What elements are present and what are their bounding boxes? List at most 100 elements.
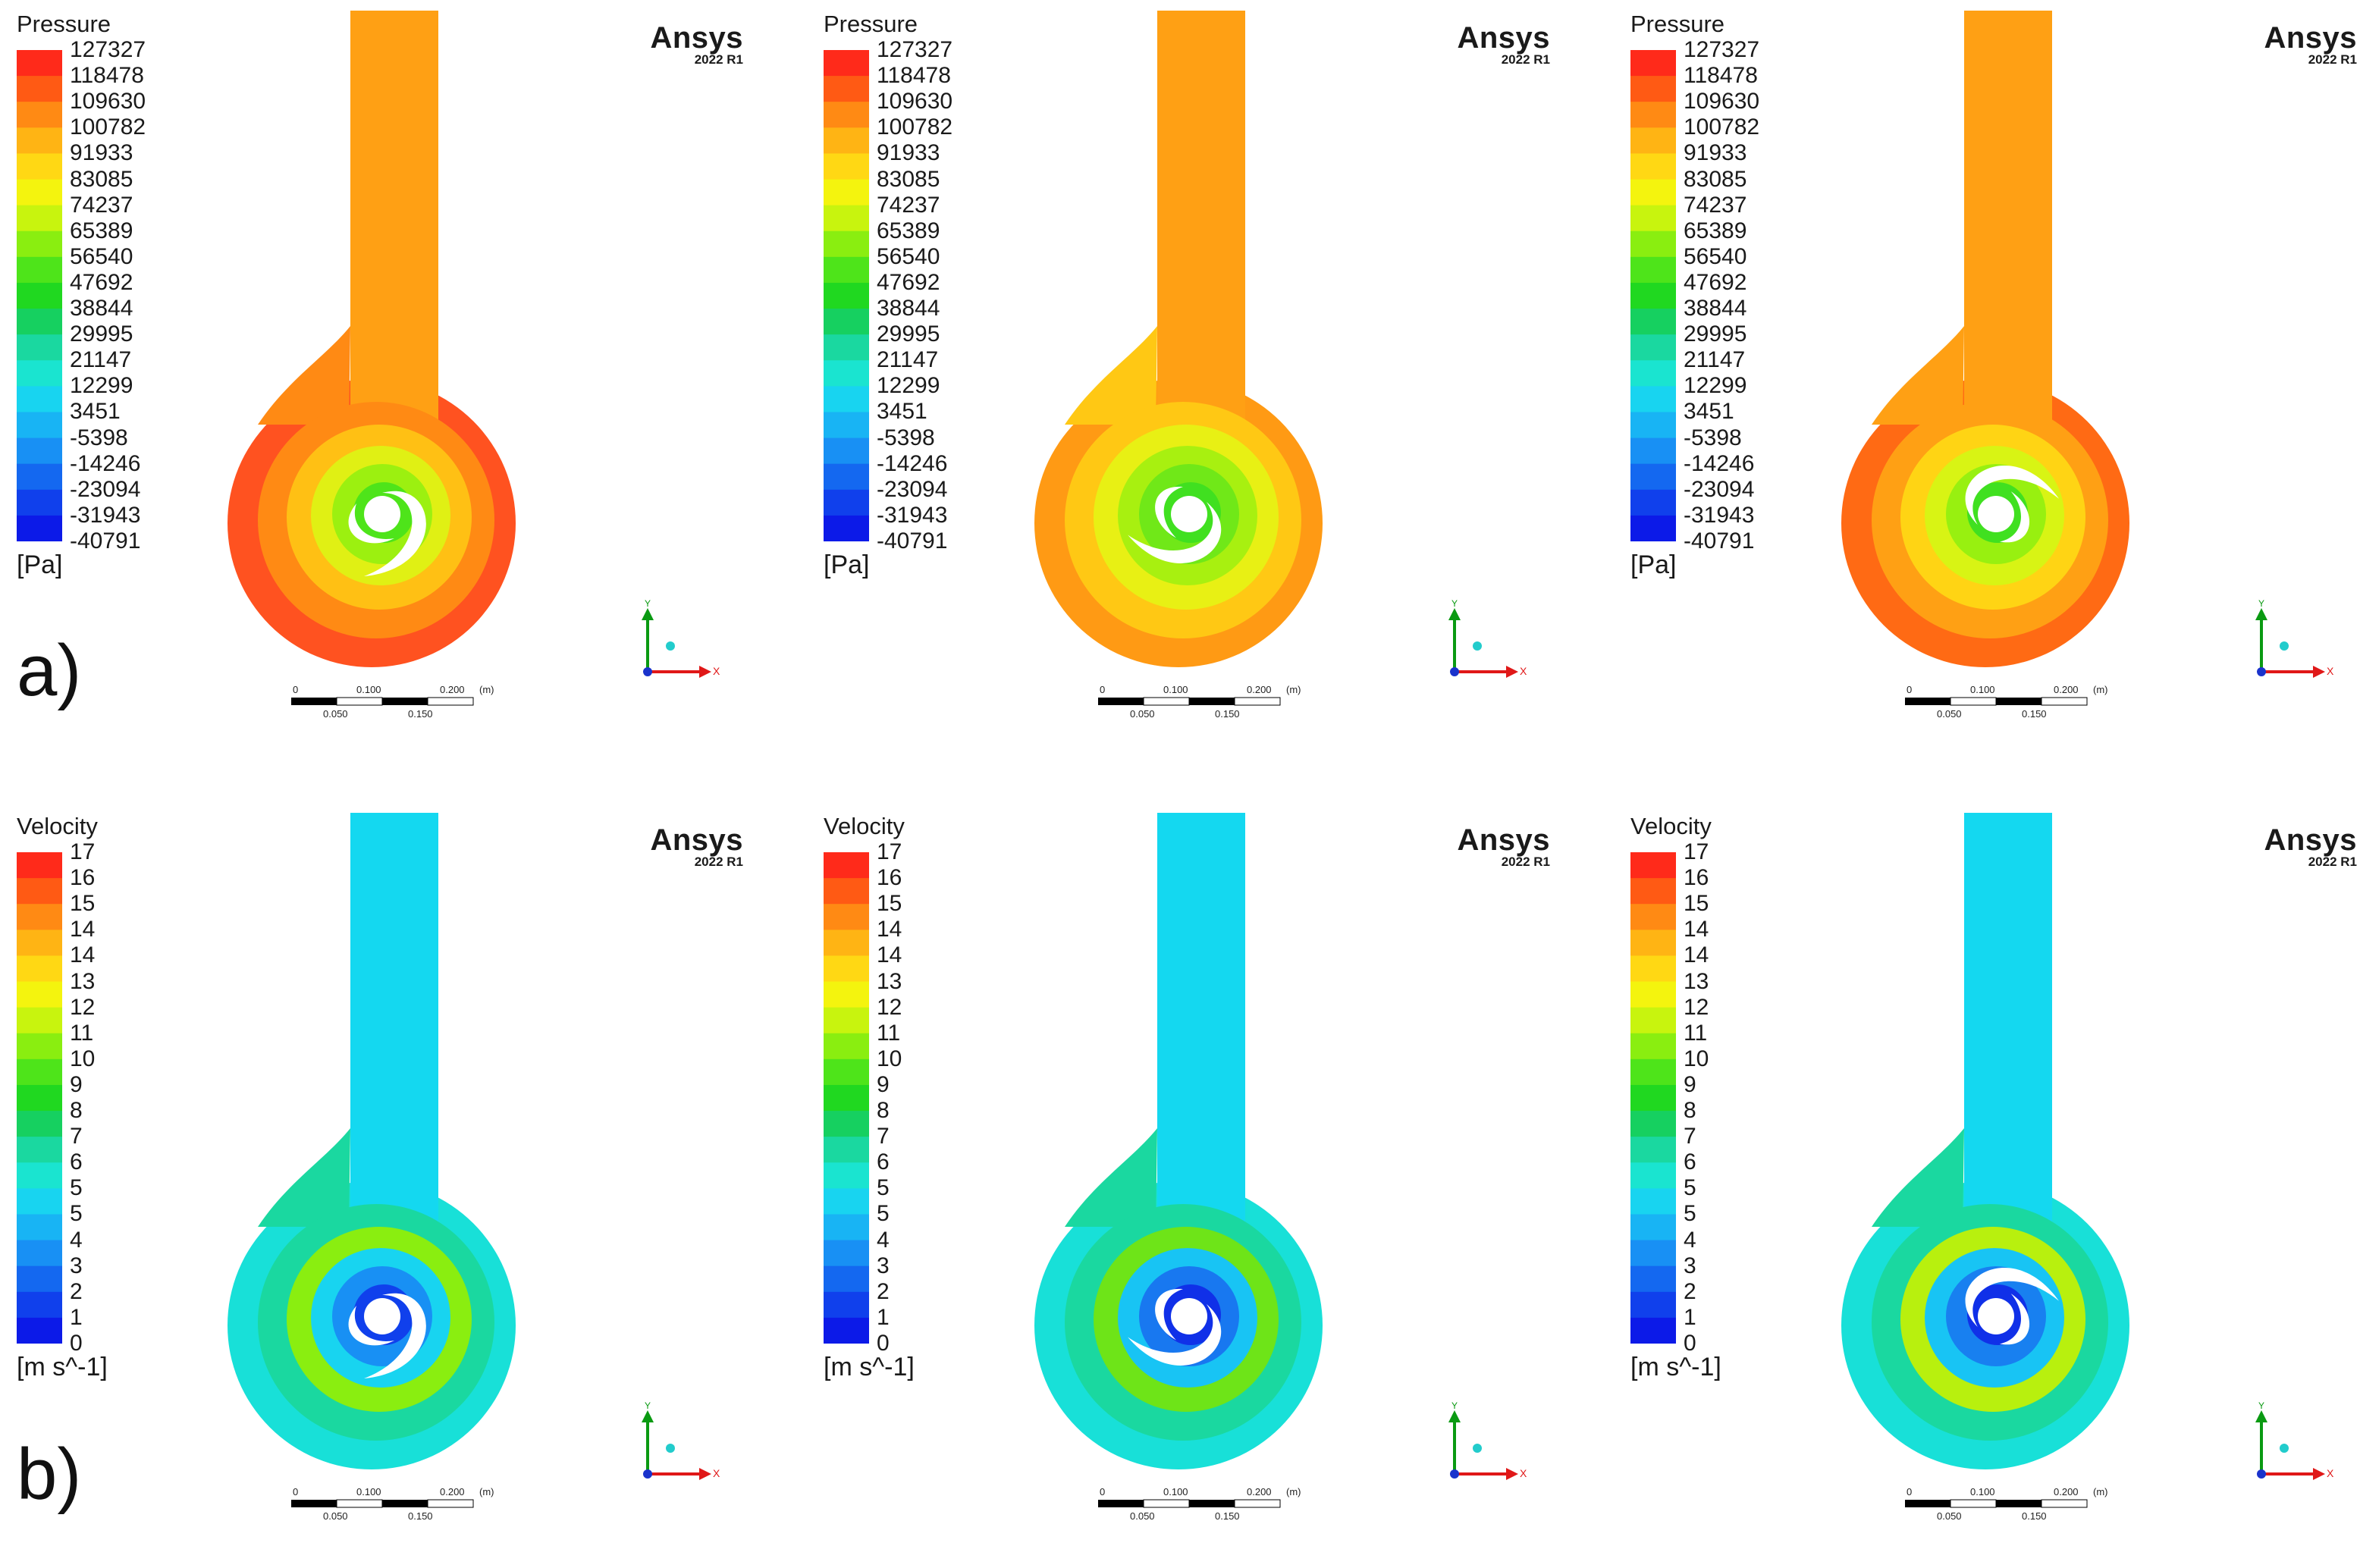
colorbar-tick-label: 17	[70, 839, 96, 864]
colorbar-tick-label: 83085	[70, 166, 133, 192]
colorbar-tick-label: 21147	[1684, 347, 1746, 373]
colorbar-tick-label: 11	[70, 1020, 94, 1046]
colorbar-band	[824, 981, 869, 1008]
colorbar-band	[824, 852, 869, 879]
coordinate-triad: YX	[642, 1401, 720, 1480]
colorbar-band	[1630, 412, 1676, 439]
contour-panel: Velocity 17 16 15 14 14 13 12 11 10 9 8 7 6 5 5 4 3 2 1 0 [m …	[1614, 802, 2360, 1568]
x-axis-label: X	[713, 665, 720, 677]
colorbar-band	[1630, 1007, 1676, 1034]
colorbar-tick-label: 1	[1684, 1304, 1696, 1330]
colorbar-tick-label: 83085	[877, 166, 940, 192]
legend-title: Pressure	[1630, 11, 1725, 37]
colorbar-tick-label: 109630	[70, 89, 146, 114]
colorbar-ticks: 127327 118478 109630 100782 91933 83085 74237 6…	[0, 0, 303, 607]
colorbar-band	[1630, 955, 1676, 983]
colorbar-band	[824, 102, 869, 128]
coordinate-triad: YX	[2255, 1401, 2334, 1480]
colorbar-tick-label: 29995	[877, 321, 940, 347]
colorbar-band	[17, 127, 62, 155]
colorbar-tick-label: -40791	[1684, 528, 1755, 554]
colorbar-tick-label: 100782	[70, 114, 146, 140]
colorbar-band	[1630, 1111, 1676, 1137]
scale-sub-label: 0.050	[1130, 708, 1155, 720]
colorbar-ticks: 17 16 15 14 14 13 12 11 10 9 8 7 6 5 5 4 3 2 1 0	[0, 802, 303, 1409]
colorbar-tick-label: 3	[877, 1253, 890, 1278]
colorbar-tick-label: 14	[877, 917, 902, 942]
ansys-logo: Ansys 2022 R1	[629, 823, 743, 870]
colorbar-tick-label: 6	[1684, 1149, 1696, 1175]
colorbar-tick-label: 12299	[70, 373, 133, 399]
colorbar-band	[17, 76, 62, 102]
x-axis-label: X	[713, 1467, 720, 1479]
colorbar-tick-label: 56540	[70, 243, 133, 269]
colorbar-band	[824, 1162, 869, 1189]
colorbar-tick-label: 5	[877, 1201, 890, 1227]
colorbar-tick-label: -14246	[70, 450, 141, 476]
colorbar-tick-label: 5	[1684, 1201, 1696, 1227]
pump-contour	[228, 11, 516, 667]
colorbar-band	[17, 153, 62, 180]
colorbar-tick-label: 74237	[1684, 192, 1747, 218]
scale-tick-label: 0.200	[1247, 1486, 1272, 1497]
colorbar-band	[17, 1265, 62, 1293]
colorbar	[17, 50, 62, 541]
scale-bar: 0 0.100 0.200 (m) 0.050 0.150	[1098, 684, 1301, 720]
scale-tick-label: 0.100	[1970, 684, 1995, 695]
colorbar-tick-label: 100782	[877, 114, 953, 140]
colorbar-band	[17, 1188, 62, 1215]
scale-bar: 0 0.100 0.200 (m) 0.050 0.150	[1905, 1486, 2108, 1522]
colorbar-band	[1630, 515, 1676, 541]
scale-tick-label: 0.100	[1163, 1486, 1188, 1497]
colorbar-tick-label: 8	[1684, 1098, 1696, 1124]
pump-contour	[1034, 11, 1323, 667]
colorbar-tick-label: 1	[70, 1304, 83, 1330]
z-axis-dot	[643, 667, 652, 676]
colorbar-tick-label: 91933	[70, 140, 133, 166]
colorbar-ticks: 17 16 15 14 14 13 12 11 10 9 8 7 6 5 5 4 3 2 1 0	[807, 802, 1110, 1409]
colorbar-band	[1630, 153, 1676, 180]
legend-unit: [Pa]	[17, 550, 63, 579]
colorbar-tick-label: 6	[877, 1149, 890, 1175]
colorbar-tick-label: 74237	[70, 192, 133, 218]
colorbar-tick-label: 11	[877, 1020, 901, 1046]
colorbar-band	[17, 412, 62, 439]
colorbar-tick-label: -5398	[1684, 425, 1742, 450]
triad-sphere	[1473, 1444, 1482, 1453]
scale-unit: (m)	[479, 684, 494, 695]
colorbar-band	[17, 282, 62, 309]
scale-sub-label: 0.050	[1130, 1510, 1155, 1522]
colorbar-band	[824, 1214, 869, 1241]
scale-sub-label: 0.150	[1215, 1510, 1240, 1522]
scale-tick-label: 0	[1907, 1486, 1912, 1497]
colorbar-tick-label: 56540	[1684, 243, 1747, 269]
z-axis-dot	[1450, 667, 1459, 676]
colorbar-tick-label: -5398	[877, 425, 935, 450]
colorbar-band	[1630, 489, 1676, 516]
colorbar-tick-label: -31943	[1684, 502, 1755, 528]
x-axis-label: X	[1520, 665, 1527, 677]
scale-tick-label: 0	[293, 1486, 298, 1497]
colorbar-tick-label: 14	[70, 942, 96, 968]
row-label-b: b)	[17, 1434, 82, 1515]
legend-title: Pressure	[17, 11, 111, 37]
colorbar-band	[17, 489, 62, 516]
colorbar-band	[1630, 309, 1676, 335]
colorbar-band	[824, 256, 869, 284]
colorbar-tick-label: 3	[70, 1253, 83, 1278]
ansys-logo: Ansys 2022 R1	[629, 21, 743, 67]
colorbar-band	[17, 1137, 62, 1163]
contour-panel: Pressure 127327 118478 109630 100782 91933 830…	[0, 0, 807, 766]
colorbar-band	[824, 1084, 869, 1112]
colorbar-tick-label: 14	[1684, 917, 1709, 942]
colorbar-band	[17, 386, 62, 413]
colorbar-band	[1630, 179, 1676, 206]
colorbar-tick-label: 14	[877, 942, 902, 968]
y-axis-label: Y	[1451, 599, 1458, 609]
y-axis-label: Y	[2258, 1401, 2264, 1411]
z-axis-dot	[643, 1469, 652, 1479]
colorbar-band	[824, 515, 869, 541]
colorbar-tick-label: 38844	[1684, 296, 1747, 321]
brand-version: 2022 R1	[1501, 855, 1550, 869]
colorbar-band	[1630, 1214, 1676, 1241]
